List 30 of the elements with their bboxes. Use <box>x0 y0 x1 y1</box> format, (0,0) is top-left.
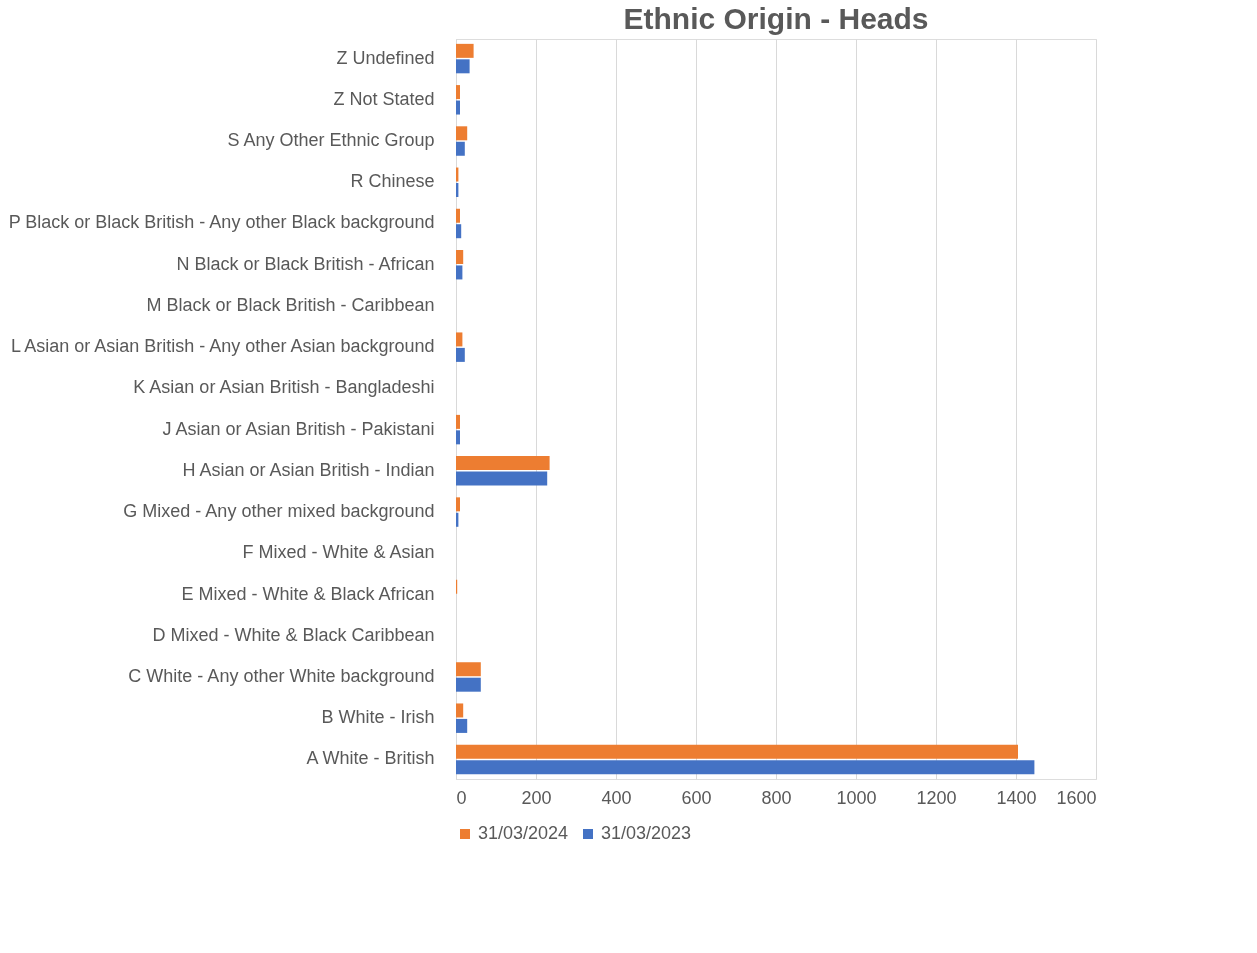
y-tick-label: A White - British <box>306 748 435 769</box>
y-tick-label: G Mixed - Any other mixed background <box>123 501 435 522</box>
x-tick-label: 1400 <box>996 787 1037 808</box>
x-tick-label: 800 <box>761 787 792 808</box>
y-tick-label: L Asian or Asian British - Any other Asian background <box>10 336 435 357</box>
y-tick-label: H Asian or Asian British - Indian <box>182 459 435 480</box>
y-tick-label: R Chinese <box>350 171 435 192</box>
y-tick-label: C White - Any other White background <box>128 665 435 686</box>
y-tick-label: B White - Irish <box>321 707 435 728</box>
y-tick-label: M Black or Black British - Caribbean <box>146 294 435 315</box>
legend-label: 31/03/2023 <box>601 823 692 843</box>
x-tick-label: 1000 <box>836 787 877 808</box>
x-tick-label: 200 <box>521 787 552 808</box>
x-tick-label: 400 <box>601 787 632 808</box>
x-tick-label: 1600 <box>1056 787 1097 808</box>
legend-label: 31/03/2024 <box>478 823 569 843</box>
y-tick-label: Z Undefined <box>336 47 435 68</box>
y-tick-label: F Mixed - White & Asian <box>242 542 435 563</box>
x-tick-label: 1200 <box>916 787 957 808</box>
x-tick-label: 600 <box>681 787 712 808</box>
y-tick-label: D Mixed - White & Black Caribbean <box>152 624 435 645</box>
y-tick-label: N Black or Black British - African <box>176 253 435 274</box>
y-tick-label: Z Not Stated <box>333 88 435 109</box>
chart-title: Ethnic Origin - Heads <box>623 2 929 35</box>
y-tick-label: J Asian or Asian British - Pakistani <box>162 418 435 439</box>
y-tick-label: E Mixed - White & Black African <box>181 583 435 604</box>
y-tick-label: P Black or Black British - Any other Black background <box>8 212 435 233</box>
y-tick-label: S Any Other Ethnic Group <box>227 130 435 151</box>
x-tick-label: 0 <box>456 787 467 808</box>
y-tick-label: K Asian or Asian British - Bangladeshi <box>133 377 435 398</box>
